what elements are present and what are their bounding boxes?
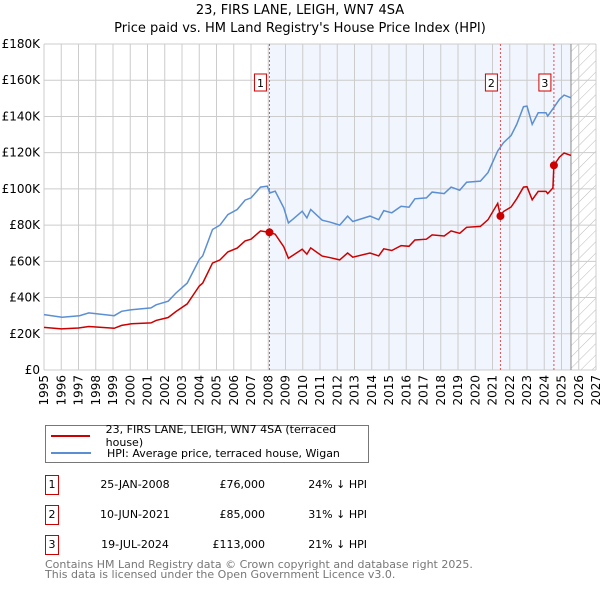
sale-marker-box: 3 (45, 535, 59, 555)
footer-licence: This data is licensed under the Open Gov… (45, 568, 396, 581)
sale-label-box (484, 73, 498, 92)
sale-hpi-diff: 24% ↓ HPI (308, 478, 367, 491)
legend: 23, FIRS LANE, LEIGH, WN7 4SA (terraced … (45, 423, 369, 463)
sale-row: 2 10-JUN-2021 £85,000 31% ↓ HPI (45, 505, 385, 525)
x-tick-label: 2027 (589, 375, 600, 406)
y-tick-label: £20K (9, 327, 41, 341)
x-tick-label: 2016 (399, 375, 413, 406)
x-tick-label: 2011 (313, 375, 327, 406)
x-tick-label: 1997 (72, 375, 86, 406)
x-tick-label: 2006 (227, 375, 241, 406)
sale-date: 10-JUN-2021 (99, 508, 171, 521)
sale-price: £76,000 (219, 478, 266, 491)
footer: Contains HM Land Registry data © Crown c… (45, 558, 473, 581)
sale-marker-box: 1 (45, 475, 59, 495)
x-tick-label: 2001 (141, 375, 155, 406)
sale-marker-box: 2 (45, 505, 59, 525)
x-tick-label: 2024 (537, 375, 551, 406)
forecast-hatch (570, 44, 596, 370)
x-tick-label: 2000 (123, 375, 137, 406)
sale-label-box (538, 73, 552, 92)
sale-label: 1 (257, 77, 264, 90)
x-tick-label: 2021 (486, 375, 500, 406)
legend-label: HPI: Average price, terraced house, Wiga… (107, 446, 340, 460)
x-tick-label: 1996 (54, 375, 68, 406)
x-tick-label: 2019 (451, 375, 465, 406)
price-chart: 1995 1996 1997 1998 1999 2000 2001 2002 2003 2004… (2, 37, 600, 406)
sale-point (496, 212, 505, 221)
x-tick-label: 2004 (192, 375, 206, 406)
chart-title: 23, FIRS LANE, LEIGH, WN7 4SA (195, 3, 405, 18)
y-tick-label: £140K (2, 109, 42, 123)
y-tick-label: £120K (2, 146, 42, 160)
legend-swatch-red (51, 435, 90, 437)
x-tick-label: 2014 (365, 375, 379, 406)
y-tick-label: £160K (2, 73, 42, 87)
x-tick-label: 2012 (330, 375, 344, 406)
footer-copyright: Contains HM Land Registry data © Crown c… (45, 558, 473, 571)
y-tick-label: £100K (2, 182, 42, 196)
x-tick-label: 2008 (261, 375, 275, 406)
legend-item-hpi: HPI: Average price, terraced house, Wiga… (46, 445, 340, 461)
y-tick-label: £80K (9, 218, 41, 232)
sale-price: £85,000 (219, 508, 266, 521)
chart-subtitle: Price paid vs. HM Land Registry's House … (114, 21, 486, 36)
legend-label: 23, FIRS LANE, LEIGH, WN7 4SA (terraced … (105, 423, 337, 449)
sale-row: 1 25-JAN-2008 £76,000 24% ↓ HPI (45, 475, 385, 495)
x-tick-label: 2023 (520, 375, 534, 406)
x-tick-label: 2025 (555, 375, 569, 406)
x-tick-label: 2015 (382, 375, 396, 406)
x-tick-label: 2003 (175, 375, 189, 406)
y-tick-label: £180K (2, 37, 42, 51)
sale-label: 3 (541, 77, 548, 90)
x-tick-label: 2009 (279, 375, 293, 406)
property-price-line (43, 152, 572, 330)
x-tick-label: 2020 (468, 375, 482, 406)
x-tick-label: 2010 (296, 375, 310, 406)
hpi-line (43, 94, 572, 319)
sale-label: 2 (488, 77, 495, 90)
x-tick-label: 2007 (244, 375, 258, 406)
x-tick-label: 2005 (210, 375, 224, 406)
shaded-region (269, 44, 571, 370)
sale-date: 25-JAN-2008 (100, 478, 170, 491)
legend-swatch-blue (51, 452, 91, 454)
x-tick-label: 2002 (158, 375, 172, 406)
sale-label-box (253, 73, 267, 92)
sale-hpi-diff: 31% ↓ HPI (308, 508, 367, 521)
y-tick-label: £40K (9, 291, 41, 305)
sale-point (265, 228, 274, 237)
y-tick-label: £60K (9, 254, 41, 268)
x-tick-label: 1995 (37, 375, 51, 406)
x-tick-label: 1999 (106, 375, 120, 406)
sale-row: 3 19-JUL-2024 £113,000 21% ↓ HPI (45, 535, 385, 555)
x-tick-label: 2018 (434, 375, 448, 406)
sale-date: 19-JUL-2024 (101, 538, 169, 551)
legend-item-property: 23, FIRS LANE, LEIGH, WN7 4SA (terraced … (46, 423, 368, 449)
x-tick-label: 2017 (417, 375, 431, 406)
x-tick-label: 2026 (572, 375, 586, 406)
y-tick-label: £0 (25, 363, 40, 377)
sale-point (549, 161, 558, 170)
x-tick-label: 1998 (89, 375, 103, 406)
x-tick-label: 2013 (348, 375, 362, 406)
sale-price: £113,000 (212, 538, 266, 551)
x-tick-label: 2022 (503, 375, 517, 406)
sale-hpi-diff: 21% ↓ HPI (308, 538, 367, 551)
